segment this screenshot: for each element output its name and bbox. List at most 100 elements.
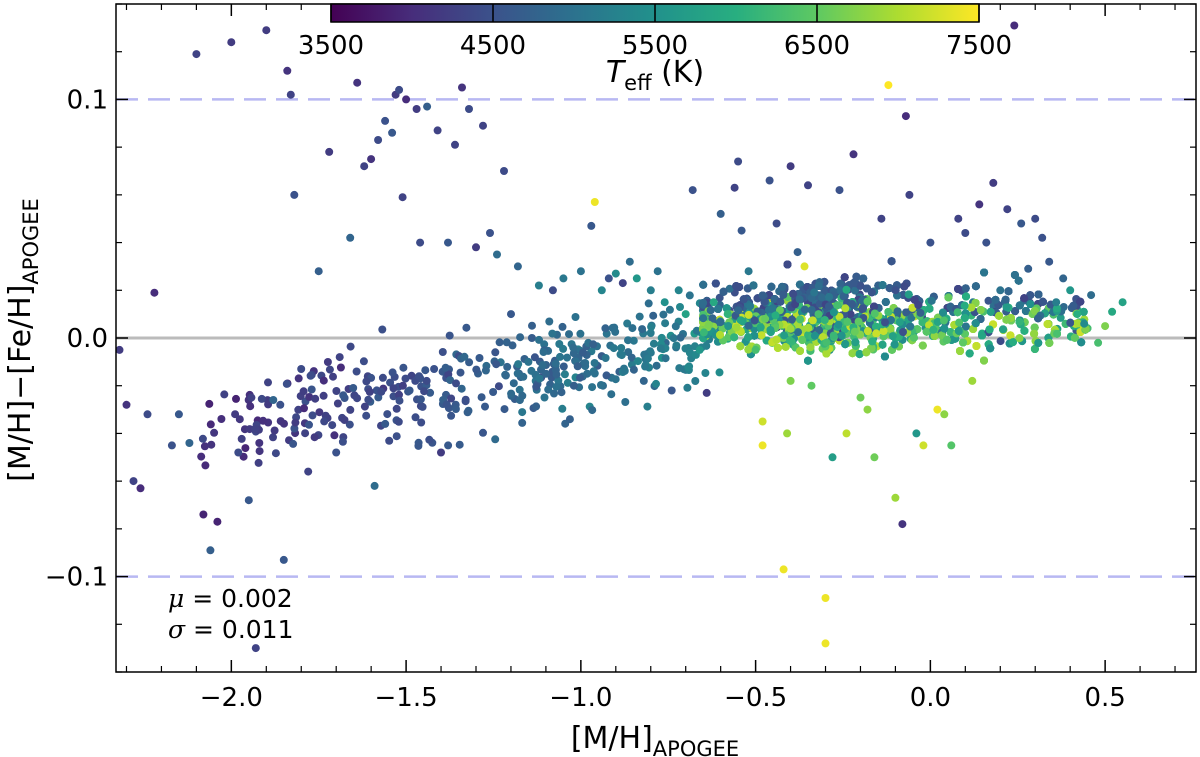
cloud-point [760, 297, 769, 306]
data-point [758, 417, 767, 426]
data-point [926, 238, 935, 247]
data-point [122, 400, 131, 409]
cloud-point [532, 402, 541, 411]
data-point [199, 510, 208, 519]
cloud-point [735, 283, 744, 291]
data-point [353, 78, 362, 87]
cloud-point [852, 272, 861, 281]
cloud-point [251, 425, 260, 433]
data-point [842, 429, 851, 438]
cloud-point [597, 381, 605, 389]
cloud-point [330, 431, 339, 440]
cloud-point [332, 387, 341, 395]
cloud-point [377, 387, 386, 396]
cloud-point [878, 340, 887, 349]
cloud-point [768, 304, 777, 313]
cloud-point [495, 338, 504, 347]
data-point [1094, 338, 1103, 347]
data-point [639, 376, 648, 385]
cloud-point [906, 322, 915, 331]
cloud-point [699, 314, 708, 323]
data-point [513, 262, 522, 271]
cloud-point [699, 280, 708, 289]
cloud-point [780, 331, 789, 340]
cloud-point [761, 314, 770, 323]
cloud-point [1043, 320, 1052, 329]
data-point [975, 200, 984, 209]
cloud-point [381, 419, 390, 428]
data-point [646, 286, 655, 295]
cloud-point [820, 316, 829, 324]
cloud-point [814, 281, 823, 290]
data-point [548, 286, 557, 295]
cloud-point [503, 362, 512, 371]
data-point [290, 190, 299, 199]
cloud-point [388, 368, 397, 377]
cloud-point [590, 369, 599, 378]
x-axis-ticks: −2.0 −1.5 −1.0 −0.5 0.0 0.5 [125, 4, 1176, 713]
data-point [835, 186, 844, 195]
cloud-point [685, 348, 694, 357]
cloud-point [804, 323, 813, 332]
cloud-point [954, 285, 963, 293]
data-point [398, 193, 407, 202]
data-point [234, 448, 243, 457]
colorbar-ticks: 3500 4500 5500 6500 7500 [298, 4, 1012, 61]
data-point [793, 248, 802, 257]
cloud-point [711, 279, 720, 288]
cloud-point [815, 299, 824, 308]
cloud-point [305, 393, 314, 401]
cloud-point [722, 304, 731, 313]
cloud-point [785, 336, 794, 345]
cloud-point [465, 358, 474, 367]
data-points [116, 21, 1127, 653]
cloud-point [676, 333, 685, 342]
cloud-point [647, 322, 656, 331]
cloud-point [995, 311, 1003, 320]
cloud-point [1030, 323, 1039, 332]
cloud-point [1004, 287, 1013, 296]
cloud-point [540, 340, 549, 349]
cloud-point [624, 336, 632, 345]
cloud-point [416, 395, 425, 404]
cloud-point [730, 333, 739, 342]
cloud-point [544, 385, 553, 394]
cloud-point [539, 348, 548, 356]
data-point [1010, 21, 1019, 30]
data-point [433, 126, 442, 135]
cloud-point [986, 344, 995, 353]
cloud-point [953, 308, 962, 317]
data-point [800, 262, 809, 271]
x-tick-label: −0.5 [724, 683, 787, 713]
data-point [465, 105, 473, 113]
cloud-point [807, 306, 816, 314]
cloud-point [776, 297, 785, 306]
cloud-point [1077, 338, 1086, 347]
cloud-point [854, 317, 863, 326]
cloud-point [985, 325, 994, 334]
data-point [891, 493, 900, 502]
cloud-point [445, 331, 454, 340]
data-point [283, 66, 292, 75]
cloud-point [515, 396, 524, 405]
cloud-point [518, 418, 527, 427]
data-point [807, 381, 816, 390]
cloud-point [362, 411, 371, 420]
data-point [286, 90, 295, 99]
data-point [996, 286, 1005, 295]
cloud-point [649, 339, 658, 348]
cloud-point [744, 310, 753, 319]
cloud-point [501, 371, 510, 380]
cloud-point [378, 325, 387, 334]
cloud-point [918, 341, 927, 350]
cloud-point [576, 329, 585, 338]
data-point [314, 267, 323, 276]
cloud-point [588, 383, 597, 392]
cloud-point [527, 334, 536, 342]
cloud-point [956, 347, 964, 355]
data-point [541, 369, 550, 378]
cloud-point [739, 295, 748, 304]
cloud-point [560, 370, 569, 379]
data-point [870, 453, 879, 462]
cloud-point [976, 306, 985, 314]
